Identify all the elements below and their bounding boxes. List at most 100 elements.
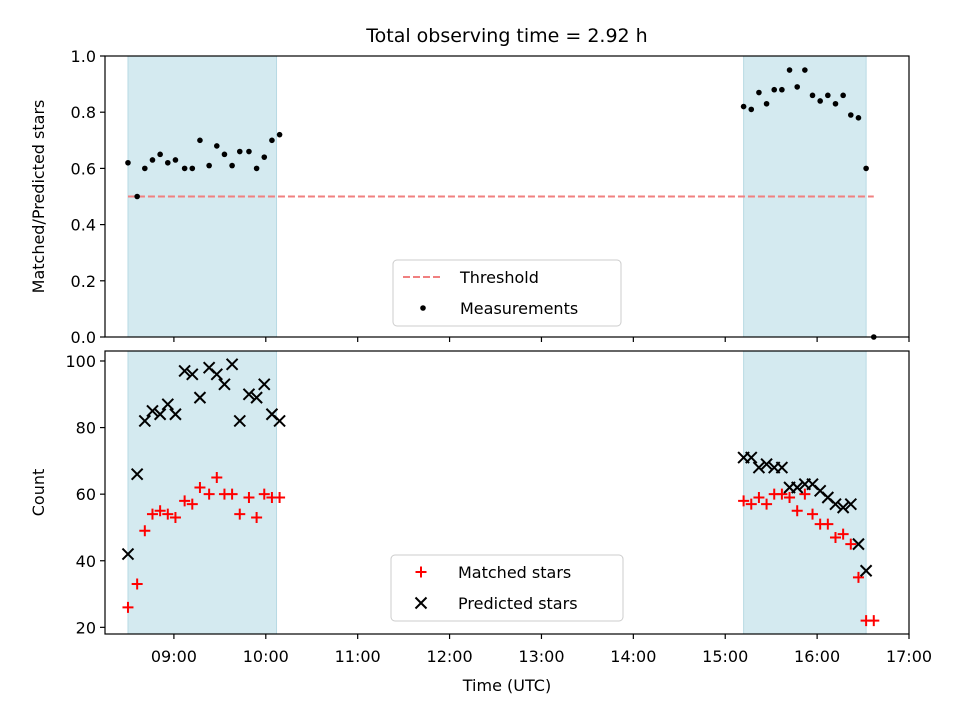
- x-tick-label: 16:00: [794, 647, 840, 666]
- x-axis-label: Time (UTC): [462, 676, 551, 695]
- data-point: [738, 495, 750, 507]
- data-point: [194, 482, 206, 494]
- y-tick-label: 0.8: [71, 103, 96, 122]
- data-point: [859, 564, 873, 577]
- data-point: [745, 451, 758, 464]
- x-tick-label: 10:00: [243, 647, 289, 666]
- data-point: [799, 488, 811, 500]
- data-point: [154, 505, 166, 517]
- panels: 0.0 0.2 0.4 0.6 0.8 1.0 Matched/Predicted star…: [29, 47, 932, 695]
- data-point: [233, 414, 246, 428]
- data-point: [791, 505, 803, 517]
- y-tick-label: 80: [76, 419, 96, 438]
- y-tick-label: 60: [76, 485, 96, 504]
- data-point: [161, 398, 174, 411]
- data-point: [822, 518, 834, 530]
- data-point: [146, 404, 159, 418]
- data-point: [748, 106, 755, 113]
- data-point: [179, 495, 191, 507]
- panel-2: 20 40 60 80 100 09:00 10:00 11:00 12:00 13:00 14:0…: [29, 350, 932, 695]
- data-point: [852, 537, 865, 551]
- legend-plus-swatch: [415, 566, 427, 578]
- data-point: [142, 165, 148, 172]
- data-point: [775, 461, 789, 474]
- data-point: [745, 498, 757, 510]
- data-point: [829, 497, 842, 511]
- y-tick-label: 0.0: [71, 328, 96, 347]
- data-point: [186, 498, 198, 510]
- data-point: [756, 89, 762, 96]
- data-point: [131, 578, 143, 590]
- legend-x-swatch: [414, 596, 428, 610]
- data-point: [845, 538, 857, 550]
- data-point: [218, 378, 231, 391]
- data-point: [153, 408, 167, 421]
- data-point: [829, 531, 841, 543]
- y-tick-label: 40: [76, 552, 96, 571]
- x-tick-label: 17:00: [886, 647, 932, 666]
- data-point: [234, 508, 246, 520]
- data-point: [149, 157, 156, 163]
- data-point: [236, 148, 243, 155]
- data-point: [852, 571, 864, 583]
- y-axis-label: Matched/Predicted stars: [29, 100, 48, 294]
- x-tick-label: 11:00: [335, 647, 381, 666]
- data-point: [276, 131, 283, 138]
- y-tick-label: 0.2: [71, 272, 96, 291]
- panel-marks: [125, 67, 877, 340]
- data-point: [253, 165, 260, 172]
- data-point: [753, 491, 765, 503]
- x-tick-label: 13:00: [518, 647, 564, 666]
- data-point: [258, 488, 270, 500]
- data-point: [138, 414, 152, 428]
- legend: Matched stars Predicted stars: [390, 554, 624, 622]
- data-point: [186, 368, 199, 381]
- data-point: [206, 162, 212, 169]
- panel-1: 0.0 0.2 0.4 0.6 0.8 1.0 Matched/Predicted star…: [29, 47, 910, 347]
- data-point: [802, 67, 808, 73]
- figure-title: Total observing time = 2.92 h: [365, 25, 647, 47]
- data-point: [251, 511, 263, 523]
- legend-label: Predicted stars: [458, 594, 578, 613]
- legend-dot-swatch: [420, 305, 426, 311]
- data-point: [840, 92, 846, 99]
- data-point: [146, 508, 158, 520]
- data-point: [863, 165, 869, 172]
- y-axis-label: Count: [29, 469, 48, 517]
- data-point: [226, 488, 238, 500]
- data-point: [269, 137, 275, 144]
- axes-frame: [104, 55, 910, 338]
- data-point: [197, 137, 203, 144]
- data-point: [130, 467, 144, 481]
- data-point: [817, 98, 823, 104]
- data-point: [763, 100, 770, 107]
- data-point: [855, 115, 862, 121]
- y-tick-label: 100: [65, 352, 96, 371]
- y-tick-label: 0.4: [71, 216, 96, 235]
- data-point: [221, 151, 228, 158]
- data-point: [794, 84, 801, 90]
- legend-label: Measurements: [460, 299, 578, 318]
- data-point: [779, 86, 785, 93]
- data-point: [210, 368, 224, 381]
- panel-marks: [121, 358, 880, 627]
- series-matched-stars: [122, 472, 880, 627]
- data-point: [211, 472, 223, 484]
- data-point: [203, 488, 215, 500]
- data-point: [273, 414, 286, 428]
- data-point: [809, 92, 816, 99]
- series-predicted-stars: [121, 358, 873, 577]
- data-point: [771, 86, 778, 93]
- axes-frame: [104, 350, 910, 635]
- data-point: [832, 100, 839, 107]
- data-point: [162, 508, 174, 520]
- data-point: [181, 165, 188, 172]
- data-point: [776, 488, 788, 500]
- data-point: [760, 457, 773, 471]
- data-point: [740, 103, 747, 110]
- data-point: [261, 154, 268, 160]
- y-tick-label: 1.0: [71, 47, 96, 66]
- data-point: [169, 511, 181, 523]
- data-point: [178, 364, 191, 378]
- data-point: [258, 378, 271, 391]
